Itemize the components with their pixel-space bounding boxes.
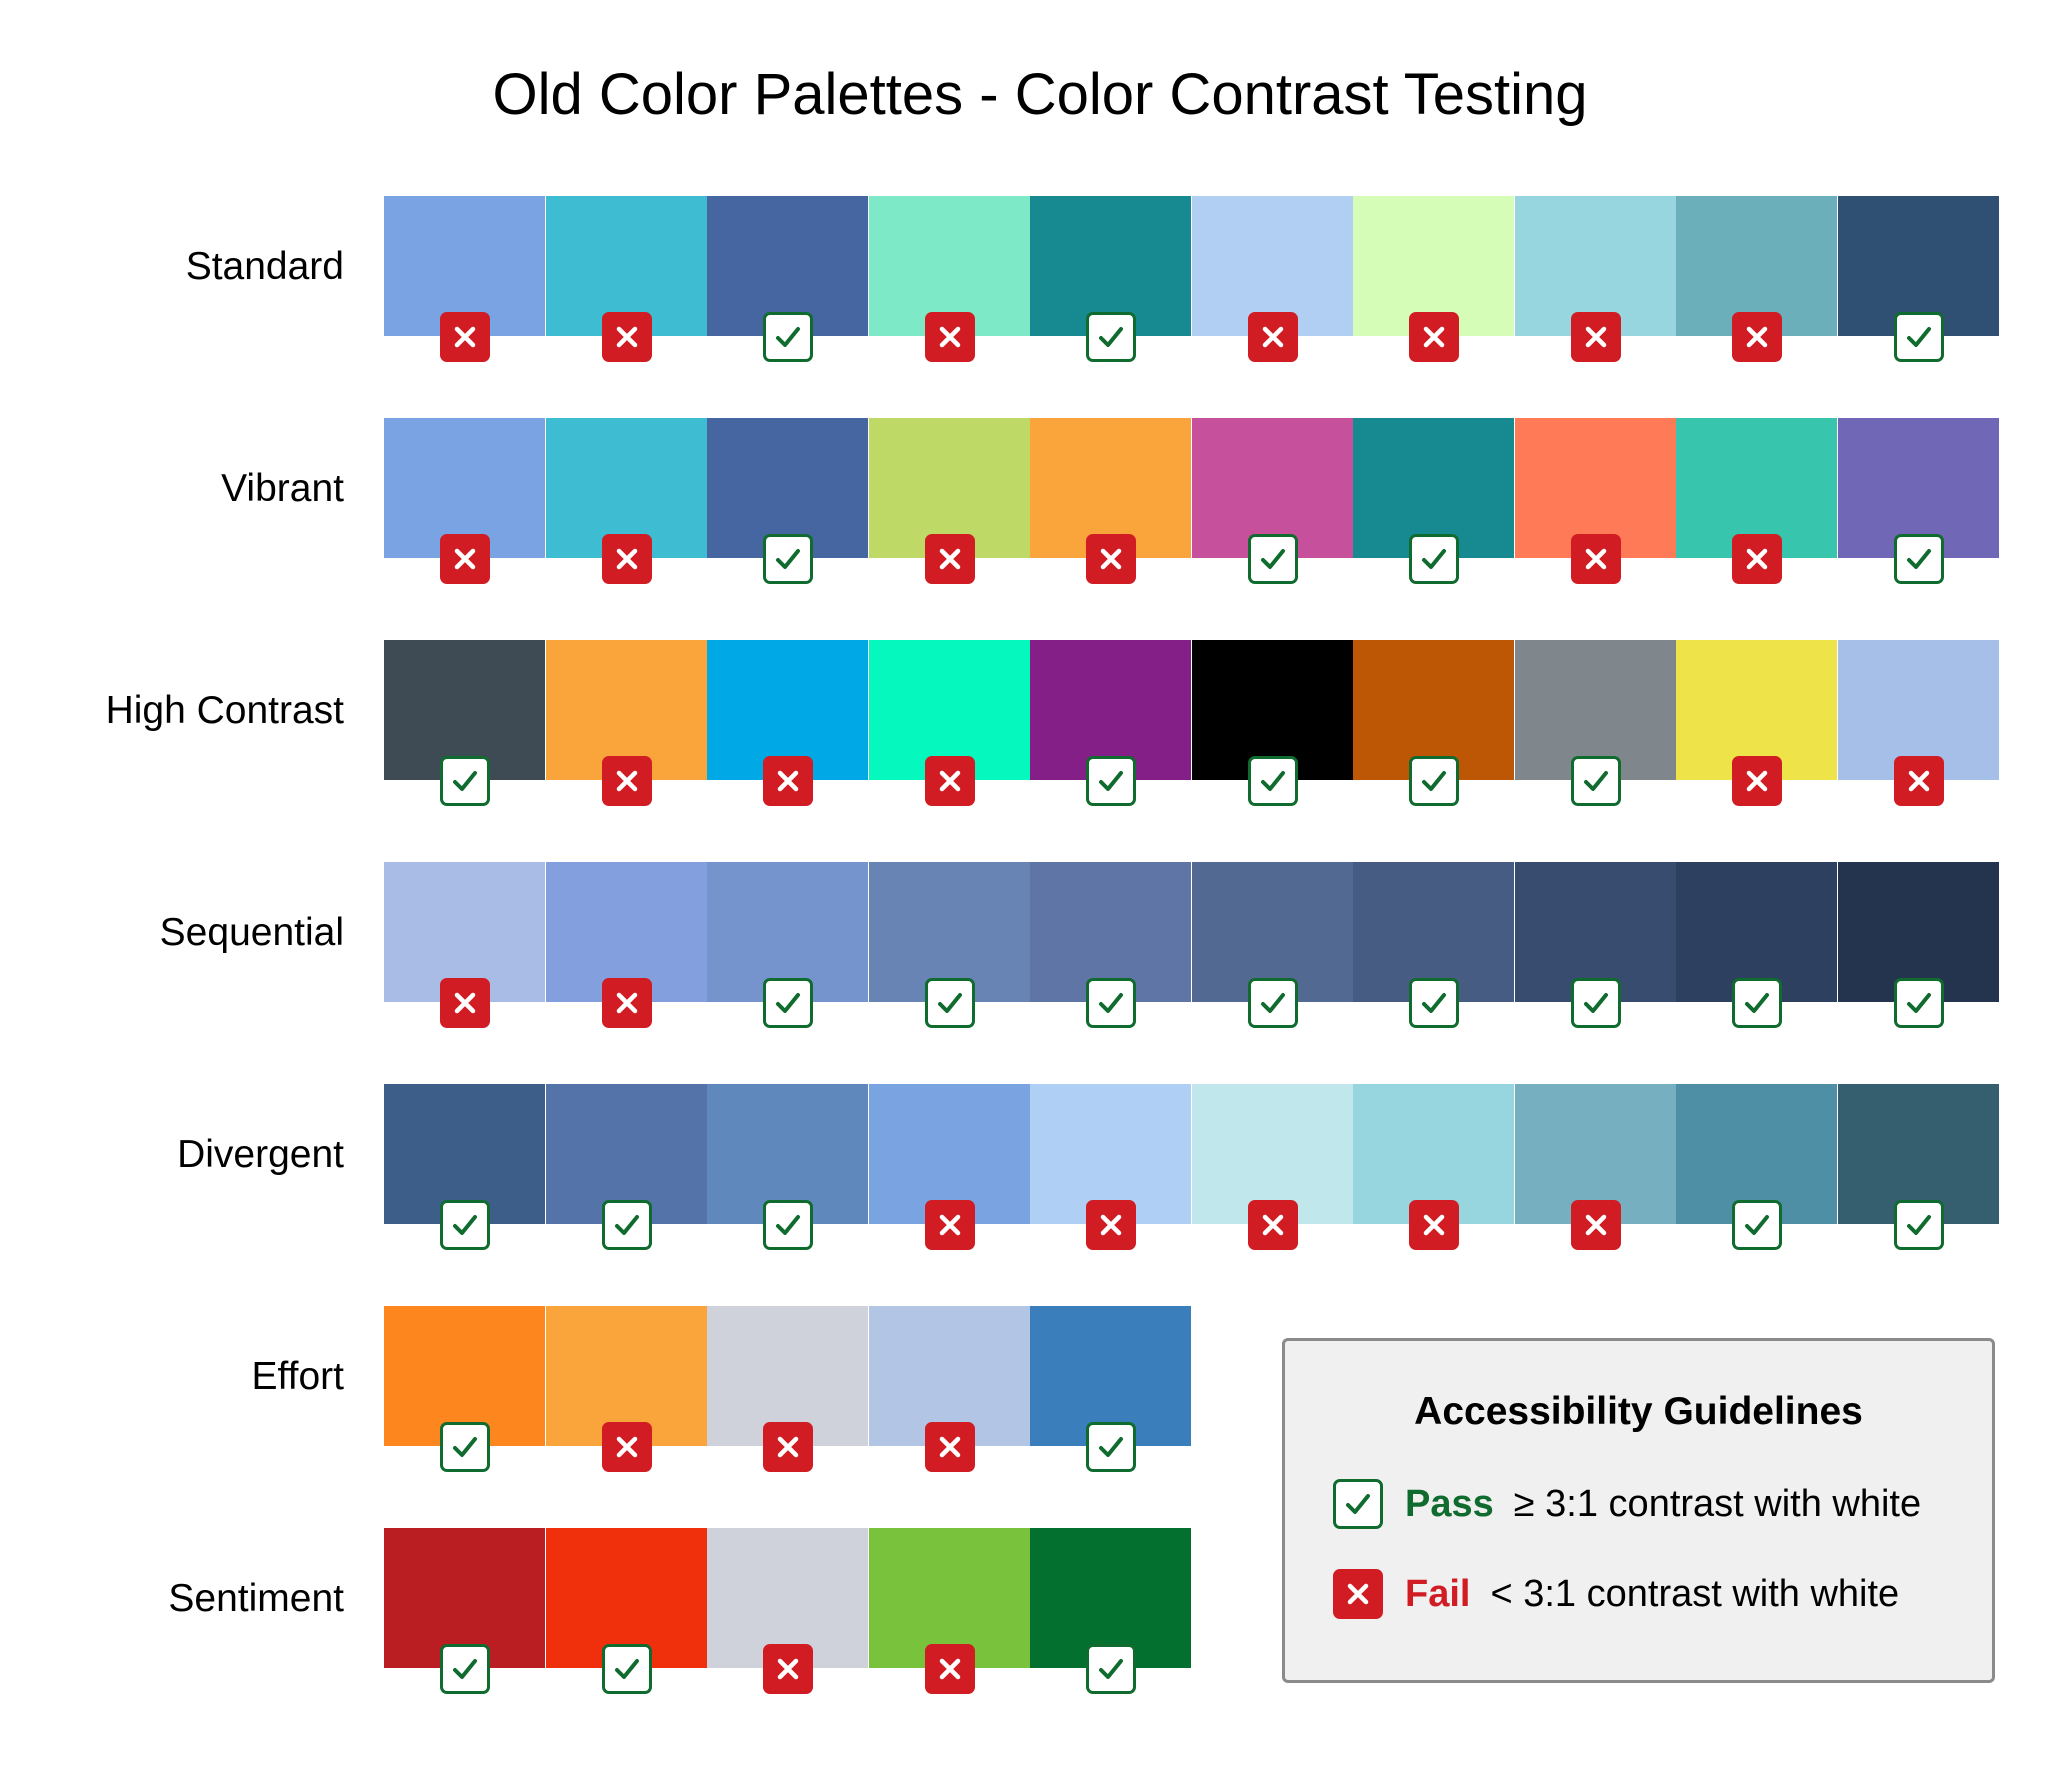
check-icon [1893, 1200, 1944, 1250]
check-icon [601, 1200, 652, 1250]
x-icon [924, 1422, 975, 1472]
check-icon [1247, 756, 1298, 806]
check-icon [763, 978, 813, 1028]
x-icon [601, 534, 652, 584]
x-icon [601, 1422, 652, 1472]
x-icon [1570, 1200, 1621, 1250]
palette-label: Effort [251, 1355, 345, 1398]
x-icon [924, 1644, 975, 1694]
check-icon [1893, 312, 1944, 362]
legend-fail-description: < 3:1 contrast with white [1490, 1573, 1899, 1616]
legend-fail-symbol: < [1490, 1572, 1513, 1615]
check-icon [763, 534, 813, 584]
legend-title: Accessibility Guidelines [1414, 1390, 1863, 1433]
check-icon [924, 978, 975, 1028]
check-icon [440, 1422, 490, 1472]
x-icon [924, 534, 975, 584]
x-icon [1893, 756, 1944, 806]
palette-label: Standard [185, 245, 344, 288]
x-icon [601, 756, 652, 806]
x-icon [1333, 1569, 1383, 1619]
check-icon [1409, 978, 1459, 1028]
check-icon [1247, 534, 1298, 584]
check-icon [1893, 978, 1944, 1028]
x-icon [924, 312, 975, 362]
x-icon [763, 1644, 813, 1694]
check-icon [1086, 1422, 1136, 1472]
x-icon [763, 1422, 813, 1472]
legend-fail-text: 3:1 contrast with white [1523, 1572, 1900, 1615]
palette-label: Vibrant [221, 467, 344, 510]
palette-label: High Contrast [105, 689, 344, 732]
check-icon [1570, 978, 1621, 1028]
x-icon [1409, 312, 1459, 362]
check-icon [601, 1644, 652, 1694]
x-icon [1732, 756, 1782, 806]
legend-pass-symbol: ≥ [1513, 1482, 1535, 1525]
check-icon [763, 312, 813, 362]
x-icon [1086, 534, 1136, 584]
x-icon [1570, 312, 1621, 362]
legend-pass-description: ≥ 3:1 contrast with white [1514, 1483, 1921, 1526]
x-icon [1732, 534, 1782, 584]
check-icon [1409, 534, 1459, 584]
x-icon [440, 978, 490, 1028]
check-icon [1732, 978, 1782, 1028]
palette-label: Divergent [177, 1133, 344, 1176]
check-icon [440, 1200, 490, 1250]
check-icon [1333, 1479, 1383, 1529]
x-icon [601, 312, 652, 362]
legend-pass-text: 3:1 contrast with white [1545, 1482, 1922, 1525]
check-icon [440, 756, 490, 806]
x-icon [1247, 312, 1298, 362]
check-icon [1086, 756, 1136, 806]
legend-item-pass: Pass ≥ 3:1 contrast with white [1333, 1479, 1921, 1529]
legend-panel: Accessibility Guidelines Pass ≥ 3:1 cont… [1282, 1338, 1995, 1683]
check-icon [1732, 1200, 1782, 1250]
check-icon [1086, 312, 1136, 362]
x-icon [440, 312, 490, 362]
x-icon [440, 534, 490, 584]
legend-fail-word: Fail [1405, 1572, 1471, 1615]
check-icon [1409, 756, 1459, 806]
check-icon [763, 1200, 813, 1250]
check-icon [1893, 534, 1944, 584]
x-icon [601, 978, 652, 1028]
check-icon [1570, 756, 1621, 806]
legend-pass-word: Pass [1405, 1482, 1494, 1525]
check-icon [1086, 978, 1136, 1028]
x-icon [1732, 312, 1782, 362]
x-icon [924, 1200, 975, 1250]
check-icon [1086, 1644, 1136, 1694]
palette-label: Sequential [159, 911, 344, 954]
x-icon [1409, 1200, 1459, 1250]
palette-label: Sentiment [168, 1577, 344, 1620]
x-icon [763, 756, 813, 806]
x-icon [1570, 534, 1621, 584]
legend-item-fail: Fail < 3:1 contrast with white [1333, 1569, 1899, 1619]
x-icon [924, 756, 975, 806]
x-icon [1086, 1200, 1136, 1250]
page-title: Old Color Palettes - Color Contrast Test… [492, 62, 1588, 127]
x-icon [1247, 1200, 1298, 1250]
check-icon [440, 1644, 490, 1694]
check-icon [1247, 978, 1298, 1028]
